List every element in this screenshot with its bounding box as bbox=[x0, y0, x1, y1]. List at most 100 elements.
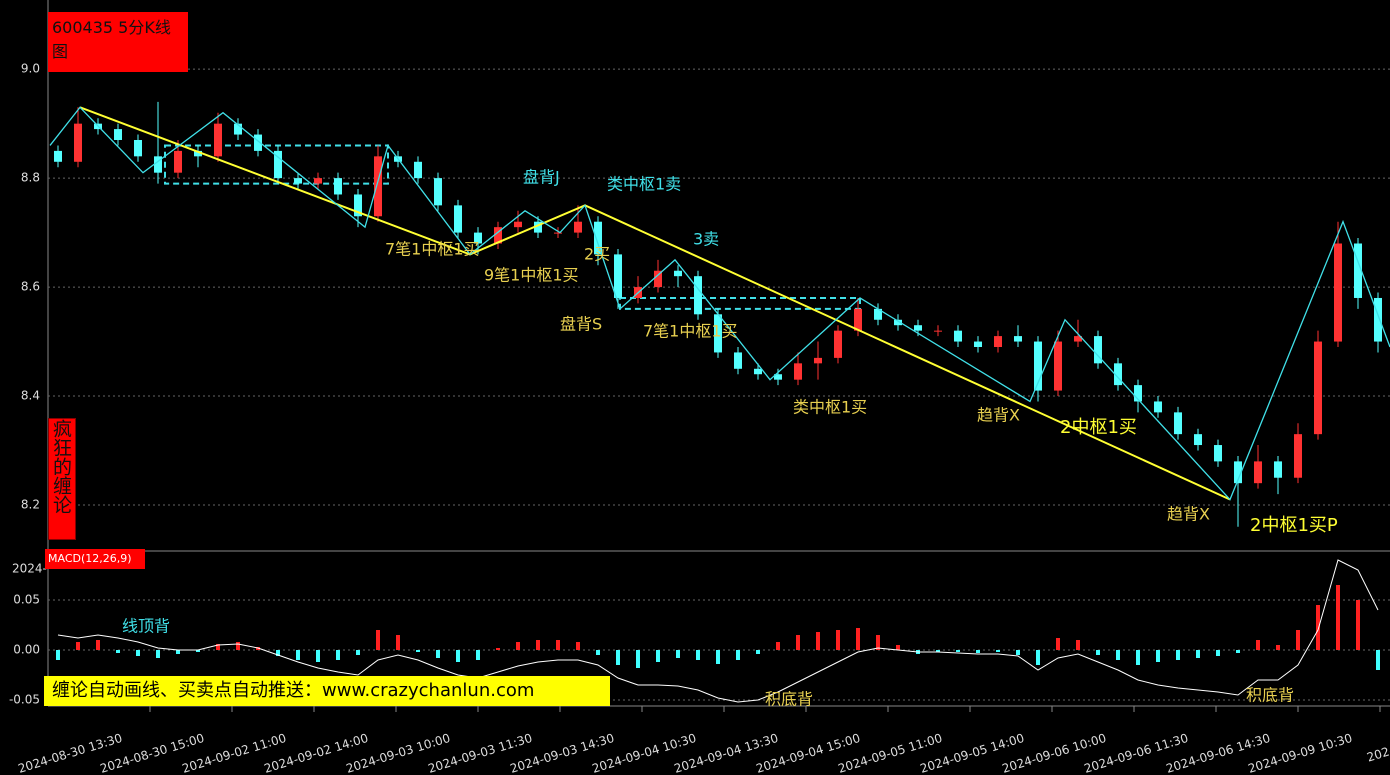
y-tick-label: 8.2 bbox=[21, 497, 40, 511]
annotation: 2中枢1买P bbox=[1250, 515, 1338, 536]
annotation: 7笔1中枢1买 bbox=[385, 240, 480, 259]
candle-body bbox=[674, 270, 682, 277]
candle-body bbox=[914, 325, 922, 331]
y-tick-label: 0.00 bbox=[13, 643, 40, 657]
candle-body bbox=[1174, 412, 1182, 435]
candle-body bbox=[894, 319, 902, 326]
candle-body bbox=[254, 134, 262, 151]
candle-body bbox=[874, 308, 882, 320]
annotation: 盘背J bbox=[523, 168, 560, 187]
candle-body bbox=[534, 221, 542, 233]
annotation: 积底背 bbox=[765, 690, 813, 709]
candle-body bbox=[1054, 341, 1062, 391]
candle-body bbox=[1334, 243, 1342, 342]
candle-body bbox=[54, 150, 62, 162]
candle-body bbox=[1074, 336, 1082, 342]
candle-body bbox=[694, 276, 702, 315]
candle-body bbox=[994, 336, 1002, 347]
candle-body bbox=[974, 341, 982, 347]
candle-body bbox=[454, 205, 462, 233]
candle-body bbox=[114, 129, 122, 140]
annotation: 类中枢1卖 bbox=[607, 175, 681, 194]
annotation: 趋背X bbox=[1167, 505, 1210, 524]
candle-body bbox=[1314, 341, 1322, 435]
candle-body bbox=[154, 156, 162, 173]
y-tick-label: 8.6 bbox=[21, 280, 40, 294]
candle-body bbox=[1294, 434, 1302, 478]
candle-body bbox=[554, 232, 562, 234]
zhongshu-box bbox=[619, 296, 861, 310]
y-tick-label: -0.05 bbox=[9, 693, 40, 707]
annotation: 3卖 bbox=[693, 230, 719, 249]
candle-body bbox=[1014, 336, 1022, 342]
candle-body bbox=[374, 156, 382, 217]
candle-body bbox=[334, 178, 342, 195]
candle-body bbox=[514, 221, 522, 228]
candle-body bbox=[1134, 385, 1142, 402]
candle-body bbox=[1154, 401, 1162, 413]
candle-body bbox=[294, 178, 302, 184]
candle-body bbox=[654, 270, 662, 288]
candle-body bbox=[494, 227, 502, 244]
candle-body bbox=[574, 221, 582, 233]
y-tick-label: 8.8 bbox=[21, 171, 40, 185]
candle-body bbox=[1374, 297, 1382, 342]
candle-body bbox=[1114, 363, 1122, 386]
y-tick-label: 0.05 bbox=[13, 593, 40, 607]
annotation: 类中枢1买 bbox=[793, 398, 867, 417]
annotation: 盘背S bbox=[560, 315, 602, 334]
candle-body bbox=[194, 150, 202, 157]
candle-body bbox=[1234, 461, 1242, 484]
candle-body bbox=[714, 314, 722, 353]
candle-body bbox=[174, 150, 182, 173]
candle-body bbox=[314, 178, 322, 184]
candle-body bbox=[214, 123, 222, 157]
candle-body bbox=[1194, 434, 1202, 446]
y-tick-label: 9.0 bbox=[21, 62, 40, 76]
candle-body bbox=[414, 161, 422, 179]
candle-body bbox=[134, 139, 142, 157]
chan-line bbox=[49, 106, 1390, 501]
annotation: 2中枢1买 bbox=[1060, 417, 1137, 438]
candle-body bbox=[1254, 461, 1262, 484]
y-tick-label: 8.4 bbox=[21, 389, 40, 403]
annotation: 2买 bbox=[584, 245, 610, 264]
candle-body bbox=[1354, 243, 1362, 298]
candle-body bbox=[594, 221, 602, 255]
candle-body bbox=[1094, 336, 1102, 364]
candle-body bbox=[814, 357, 822, 364]
x-tick-label: 2024-09-09 bbox=[1365, 731, 1390, 765]
axis-stub: 2024- bbox=[12, 562, 47, 576]
banner: 缠论自动画线、买卖点自动推送：www.crazychanlun.com bbox=[44, 676, 610, 706]
candle-body bbox=[234, 123, 242, 135]
candle-body bbox=[954, 330, 962, 342]
candle-body bbox=[794, 363, 802, 380]
annotation: 趋背X bbox=[977, 406, 1020, 425]
chan-line bbox=[79, 106, 1231, 501]
zhongshu-box bbox=[164, 144, 389, 185]
candle-body bbox=[434, 178, 442, 206]
candle-body bbox=[474, 232, 482, 244]
side-label: 疯狂的缠论 bbox=[48, 418, 76, 540]
candle-body bbox=[1274, 461, 1282, 478]
candle-body bbox=[74, 123, 82, 162]
candle-body bbox=[614, 254, 622, 298]
annotation: 线顶背 bbox=[122, 617, 170, 636]
candle-body bbox=[274, 150, 282, 179]
candle-body bbox=[354, 194, 362, 217]
candle-body bbox=[734, 352, 742, 369]
candle-body bbox=[934, 330, 942, 332]
candle-body bbox=[854, 308, 862, 331]
candle-body bbox=[774, 374, 782, 380]
annotation: 积底背 bbox=[1246, 686, 1294, 705]
annotation: 7笔1中枢1买 bbox=[643, 322, 738, 341]
chart-title: 600435 5分K线图 bbox=[48, 12, 188, 72]
candle-body bbox=[834, 330, 842, 358]
candle-body bbox=[1214, 445, 1222, 462]
dif-line bbox=[57, 559, 1379, 703]
macd-title: MACD(12,26,9) bbox=[45, 549, 145, 569]
candle-body bbox=[754, 368, 762, 375]
candle-body bbox=[1034, 341, 1042, 391]
